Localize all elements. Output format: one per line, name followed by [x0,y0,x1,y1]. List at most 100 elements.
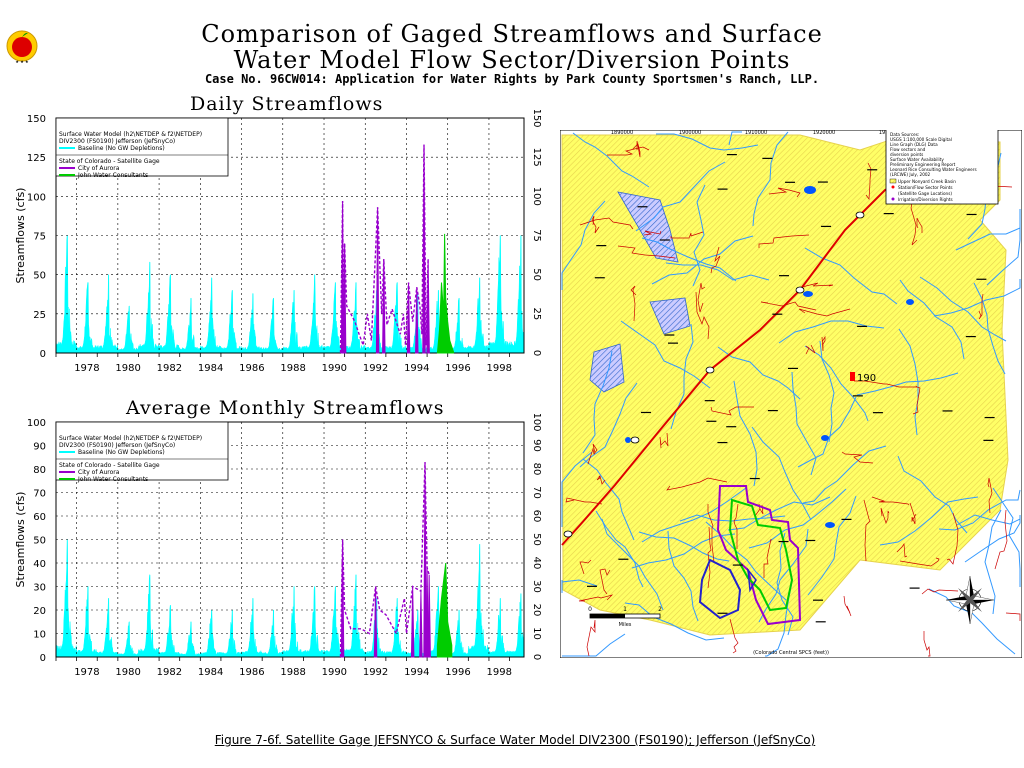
map-legend-swatch [889,178,897,184]
stream [728,131,742,146]
flow-sector-boundary [747,567,757,593]
road [758,234,810,248]
stream [620,320,711,389]
stream [992,487,1021,587]
x-tick-label: 1984 [198,363,223,374]
colorado-logo-icon: ★ ★ ★ [6,30,38,64]
road [659,432,669,449]
legend-entry: Surface Water Model (h2\NETDEP & f2\NETD… [59,435,202,442]
road [768,187,801,198]
stream [561,451,593,527]
road [978,293,984,320]
legend-box [55,117,229,177]
stream [956,514,1021,526]
water-body [804,186,816,194]
aurora-spike [427,574,431,658]
scale-label: 1 [623,606,627,613]
stream [562,633,626,657]
water-body [625,437,631,443]
y-tick-label-right: 30 [531,580,542,593]
road [710,406,754,416]
map-legend-source: Preliminary Engineering Report [890,162,956,167]
map-bottom-label: (Colorado Central SPCS (feet)) [753,650,829,656]
x-tick-label: 1988 [280,667,305,678]
legend: Surface Water Model (h2\NETDEP & f2\NETD… [55,117,229,179]
stream [717,346,801,400]
aurora-spike [375,207,380,354]
x-tick-label: 1982 [157,363,182,374]
road [729,618,739,654]
map-top-coord: 1900000 [679,130,701,136]
stream [601,518,664,611]
scale-unit: Miles [619,622,632,628]
map-legend-dot [891,185,895,189]
stream [572,132,650,188]
aurora-spike [426,258,430,354]
legend-entry: State of Colorado - Satellite Gage [59,462,160,469]
y-tick-label: 25 [33,310,46,321]
aurora-spike [406,282,411,354]
road [801,282,834,288]
road [871,496,910,506]
y-axis-label: Streamflows (cfs) [14,188,27,284]
case-subtitle: Case No. 96CW014: Application for Water … [204,72,820,86]
map-legend-source: diversion points [890,152,923,157]
highway-marker [563,530,573,538]
y-tick-label-right: 50 [531,533,542,546]
map-legend-source: Flow sectors and [890,147,926,152]
road [896,542,908,558]
road [760,301,817,311]
stream [986,209,1021,286]
aurora-spike [419,591,423,658]
stream [667,530,699,622]
stream [692,184,706,287]
y-tick-label: 30 [33,583,46,594]
legend-entry: City of Aurora [78,165,120,172]
aurora-spike [340,201,345,354]
road [733,503,739,549]
legend-entry: State of Colorado - Satellite Gage [59,158,160,165]
stream [635,161,726,232]
map-legend-item: (Satellite Gage Locations) [898,191,952,196]
y-tick-label: 75 [33,232,46,243]
x-tick-label: 1992 [363,667,388,678]
y-tick-label-right: 0 [531,654,542,660]
stream [656,133,759,151]
stream [579,382,638,468]
road [841,451,874,464]
road [910,202,918,246]
y-tick-label: 60 [33,512,46,523]
water-body [825,522,835,528]
aurora-spike [422,144,426,354]
x-tick-label: 1982 [157,667,182,678]
flow-sector-node [850,372,855,381]
legend-box [55,421,229,481]
y-tick-label: 20 [33,606,46,617]
y-tick-label: 50 [33,271,46,282]
road [596,475,606,485]
road [763,538,772,578]
road [707,526,712,589]
legend-entry: John Water Consultants [77,476,148,483]
aurora-spike [342,243,347,354]
scale-bar-fill [590,614,625,618]
highway-marker [795,286,805,294]
stream [638,531,730,562]
x-tick-label: 1990 [322,667,347,678]
stream [641,237,737,282]
baseline-area [55,235,525,354]
aurora-spike [410,586,415,658]
map-legend-source: Surface Water Availability [890,157,944,162]
x-tick-label: 1992 [363,363,388,374]
road [617,245,676,259]
road [666,477,728,491]
x-tick-label: 1984 [198,667,223,678]
stream [938,489,1021,531]
stream [758,528,809,623]
stream [752,131,789,227]
john-boundary [728,498,794,612]
highway-marker [630,436,640,444]
x-tick-label: 1994 [404,667,429,678]
road [805,344,816,355]
road [579,559,592,575]
